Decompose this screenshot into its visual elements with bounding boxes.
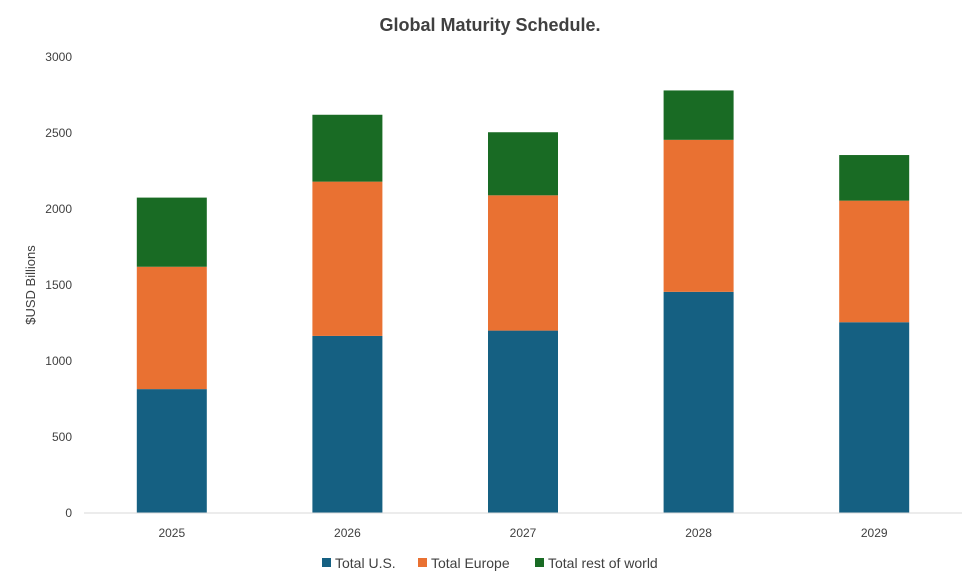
x-tick-label: 2028: [685, 526, 712, 540]
bar-2026-series-2: [312, 114, 383, 182]
legend-label: Total rest of world: [548, 555, 658, 571]
chart-title: Global Maturity Schedule.: [379, 15, 600, 35]
bar-2026-series-0: [312, 335, 383, 513]
y-tick-label: 2500: [45, 126, 72, 140]
bar-2028-series-1: [663, 139, 734, 292]
legend-label: Total U.S.: [335, 555, 396, 571]
y-axis-label: $USD Billions: [23, 245, 38, 325]
bar-2025-series-1: [136, 266, 207, 390]
y-tick-label: 1500: [45, 278, 72, 292]
bar-2027-series-1: [488, 195, 558, 331]
x-tick-label: 2026: [334, 526, 361, 540]
bar-2028-series-2: [663, 90, 734, 140]
bar-2025-series-0: [136, 389, 207, 513]
bars-group: [136, 90, 910, 513]
legend-label: Total Europe: [431, 555, 510, 571]
legend-swatch: [418, 558, 427, 567]
bar-2028-series-0: [663, 291, 734, 513]
bar-2029-series-1: [839, 200, 910, 323]
x-tick-label: 2029: [861, 526, 888, 540]
x-axis-ticks: 2025 2026 2027 2028 2029: [158, 526, 887, 540]
legend: Total U.S. Total Europe Total rest of worl…: [322, 555, 658, 571]
bar-2029-series-2: [839, 155, 910, 201]
bar-2025-series-2: [136, 197, 207, 267]
y-tick-label: 0: [65, 506, 72, 520]
bar-2027-series-0: [488, 330, 558, 513]
x-tick-label: 2027: [510, 526, 537, 540]
x-tick-label: 2025: [158, 526, 185, 540]
bar-2026-series-1: [312, 181, 383, 336]
y-tick-label: 2000: [45, 202, 72, 216]
y-tick-label: 3000: [45, 50, 72, 64]
y-tick-label: 500: [52, 430, 72, 444]
bar-2027-series-2: [488, 132, 558, 196]
bar-2029-series-0: [839, 322, 910, 513]
legend-swatch: [535, 558, 544, 567]
y-axis-ticks: 0 500 1000 1500 2000 2500 3000: [45, 50, 72, 520]
legend-swatch: [322, 558, 331, 567]
y-tick-label: 1000: [45, 354, 72, 368]
